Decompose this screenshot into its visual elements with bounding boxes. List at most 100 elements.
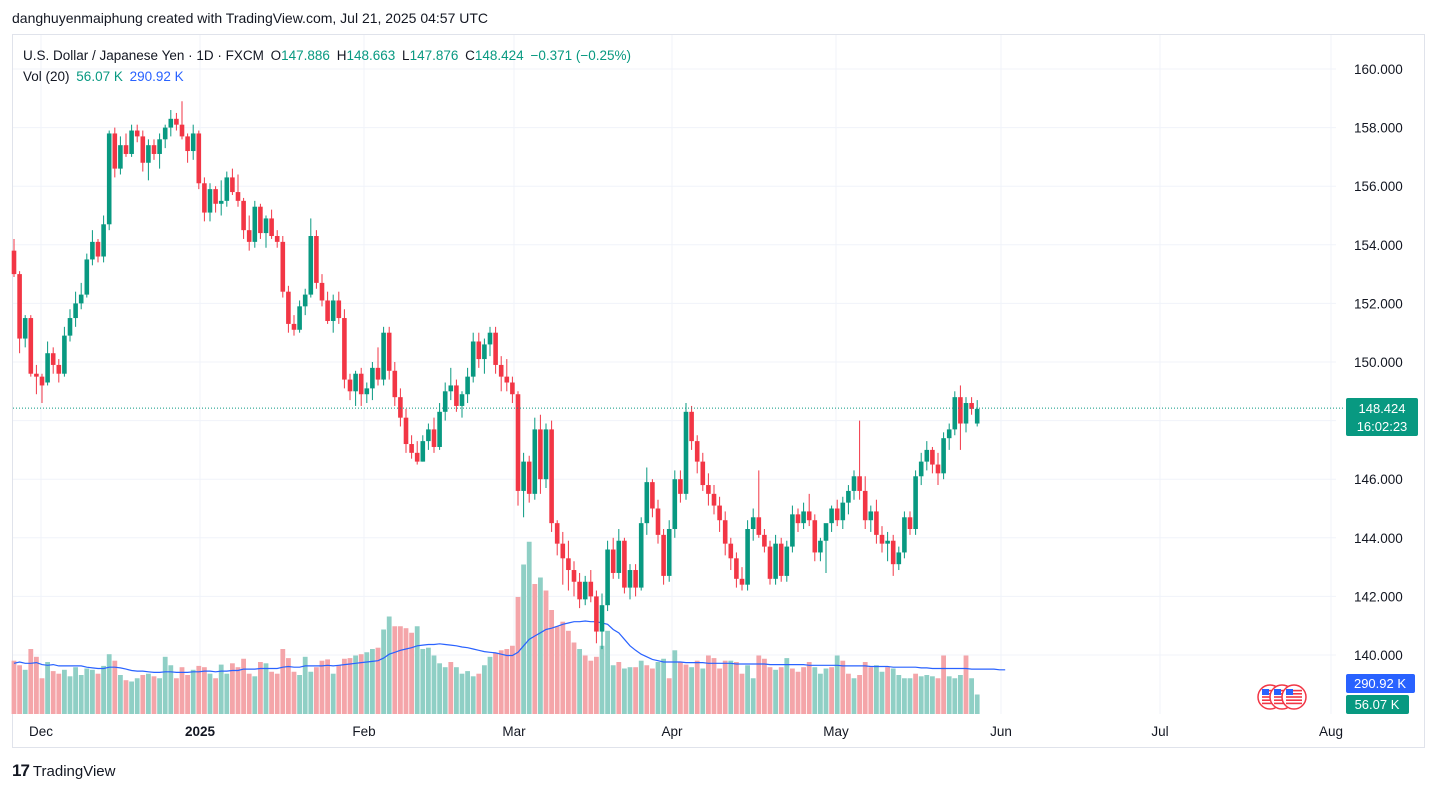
candle [34, 364, 39, 395]
volume-bar [538, 577, 543, 714]
legend-volume-row: Vol (20) 56.07 K 290.92 K [23, 66, 634, 87]
volume-bar [689, 667, 694, 714]
volume-bar [823, 668, 829, 714]
candle-body [67, 318, 73, 336]
candle-body [274, 236, 280, 242]
candle-body [398, 397, 403, 418]
volume-bar [330, 673, 336, 714]
time-tick-label: Mar [502, 724, 526, 739]
candle-body [11, 250, 17, 275]
volume-bar [118, 675, 123, 714]
candle-body [381, 332, 386, 380]
us-flag-icon[interactable] [1281, 684, 1307, 710]
candle-body [571, 570, 577, 582]
tradingview-footer[interactable]: 17 TradingView [12, 761, 115, 781]
candle-body [146, 145, 151, 163]
volume-bar [263, 663, 269, 714]
candle [179, 101, 185, 140]
candle-body [700, 461, 706, 486]
candle [252, 200, 258, 248]
candle-body [431, 429, 437, 447]
volume-bar [655, 662, 661, 714]
candle-body [829, 508, 834, 524]
candle [291, 315, 297, 336]
volume-bar [806, 662, 812, 714]
legend-symbol[interactable]: U.S. Dollar / Japanese Yen · 1D · FXCM [23, 48, 264, 63]
candle [28, 315, 34, 377]
volume-bar [549, 610, 554, 714]
volume-bar [818, 673, 823, 714]
candle [185, 133, 190, 163]
candle [902, 511, 907, 559]
candle-body [661, 534, 666, 576]
volume-bar [711, 658, 717, 714]
volume-bar [661, 658, 666, 714]
candle [84, 253, 90, 298]
time-tick-label: Feb [352, 724, 375, 739]
candle-body [358, 373, 364, 395]
candle [78, 282, 84, 310]
candle [650, 479, 655, 518]
candle-body [34, 373, 39, 377]
candle [857, 420, 862, 500]
candle-body [935, 464, 941, 474]
candle-body [157, 139, 162, 154]
candle [846, 485, 851, 515]
candle-body [969, 403, 974, 409]
volume-bar [459, 673, 465, 714]
volume-bar [342, 658, 347, 714]
legend-volume-label[interactable]: Vol (20) [23, 69, 70, 84]
candle [129, 124, 134, 157]
time-tick-label: Aug [1319, 724, 1343, 739]
grid-lines [13, 35, 1336, 714]
candle-body [106, 133, 112, 225]
volume-bar [123, 680, 129, 714]
candle [806, 493, 812, 527]
candle [465, 367, 470, 404]
volume-bar [666, 678, 672, 714]
price-axis: 160.000 158.000 156.000 154.000 152.000 150.0… [1354, 62, 1403, 663]
candle-body [347, 379, 353, 392]
volume-bar [588, 660, 594, 714]
candle-body [459, 394, 465, 406]
candle [515, 391, 521, 506]
candle [274, 230, 280, 248]
candle [683, 403, 689, 500]
candle [672, 470, 678, 538]
candle [778, 537, 784, 582]
candle-body [638, 523, 644, 588]
volume-bar [403, 628, 409, 714]
volume-bar [918, 676, 924, 714]
candle [162, 124, 168, 149]
candle-body [90, 241, 95, 260]
candle-body [185, 136, 190, 152]
volume-bar [269, 671, 274, 714]
volume-bar [706, 655, 711, 714]
volume-bar [465, 671, 470, 714]
price-tick-label: 146.000 [1354, 472, 1403, 487]
candle [207, 183, 213, 222]
candle-body [118, 145, 123, 169]
candle-body [521, 461, 526, 491]
tradingview-brand: TradingView [32, 762, 116, 780]
volume-bar [560, 621, 566, 714]
legend-volume-ma-value: 290.92 K [129, 69, 184, 84]
candle [347, 373, 353, 401]
volume-bar [767, 667, 773, 714]
volume-ma-line [13, 620, 1006, 674]
candle [358, 367, 364, 406]
candle-body [39, 376, 45, 386]
candle-body [672, 479, 678, 530]
candle [370, 362, 375, 401]
candle [470, 332, 476, 383]
volume-bar [633, 667, 638, 714]
candle-body [370, 367, 375, 389]
candle-body [196, 133, 202, 184]
candle-body [190, 133, 196, 152]
volume-bar [773, 669, 778, 714]
candle-body [420, 441, 426, 462]
candle [56, 359, 62, 383]
countdown-badge-value: 16:02:23 [1357, 419, 1408, 434]
volume-bar [801, 667, 806, 714]
